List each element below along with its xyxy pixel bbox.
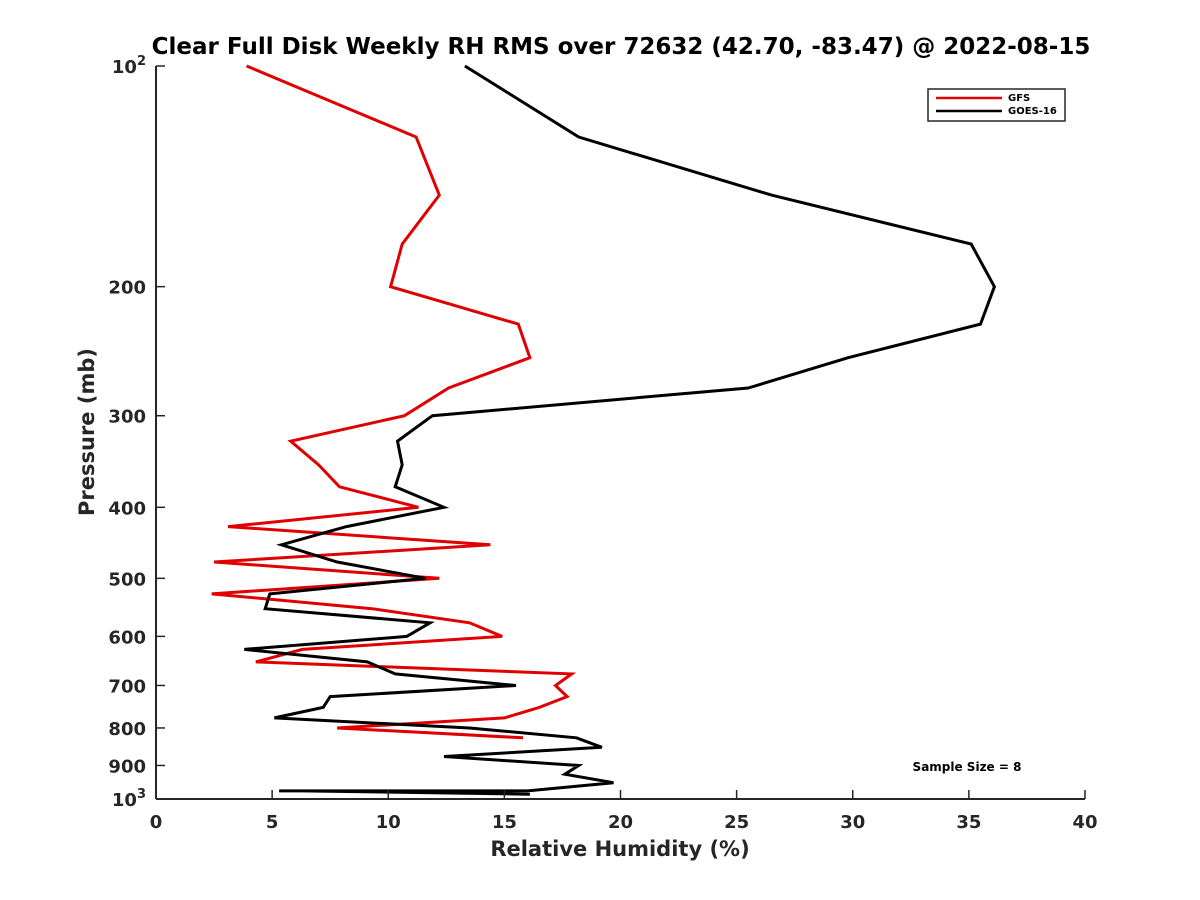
y-axis-label: Pressure (mb) [75,348,99,516]
x-axis-label: Relative Humidity (%) [490,837,749,861]
series-line-goes-16 [244,64,997,796]
x-tick-label: 35 [956,812,981,833]
legend-box [927,88,1066,122]
x-tick-label: 0 [150,812,163,833]
y-tick-label: 900 [108,756,146,777]
y-tick-label: 500 [108,569,146,590]
x-tick-label: 5 [266,812,279,833]
y-tick-label: 103 [112,787,146,811]
series-line-gfs [211,64,577,740]
series-layer [211,64,997,796]
x-tick-label: 15 [492,812,517,833]
x-tick-label: 40 [1072,812,1097,833]
y-tick-label: 300 [108,407,146,428]
y-tick-label: 700 [108,676,146,697]
legend-label-gfs: GFS [1008,93,1030,104]
x-tick-label: 25 [724,812,749,833]
x-tick-label: 20 [608,812,633,833]
chart-title: Clear Full Disk Weekly RH RMS over 72632… [152,34,1091,60]
y-axis-ticks: 102 200 300 400 500 600 700 800 900 103 [108,54,165,811]
x-axis-ticks: 0 5 10 15 20 25 30 35 40 [150,790,1098,833]
plot-area [156,66,1085,799]
sample-size-annotation: Sample Size = 8 [913,760,1022,774]
y-tick-label: 600 [108,627,146,648]
x-tick-label: 10 [376,812,401,833]
legend-label-goes-16: GOES-16 [1008,106,1057,117]
x-tick-label: 30 [840,812,865,833]
y-tick-label: 400 [108,498,146,519]
y-tick-label: 800 [108,719,146,740]
legend: GFS GOES-16 [927,88,1066,122]
y-tick-label: 102 [112,54,146,78]
y-tick-label: 200 [108,278,146,299]
